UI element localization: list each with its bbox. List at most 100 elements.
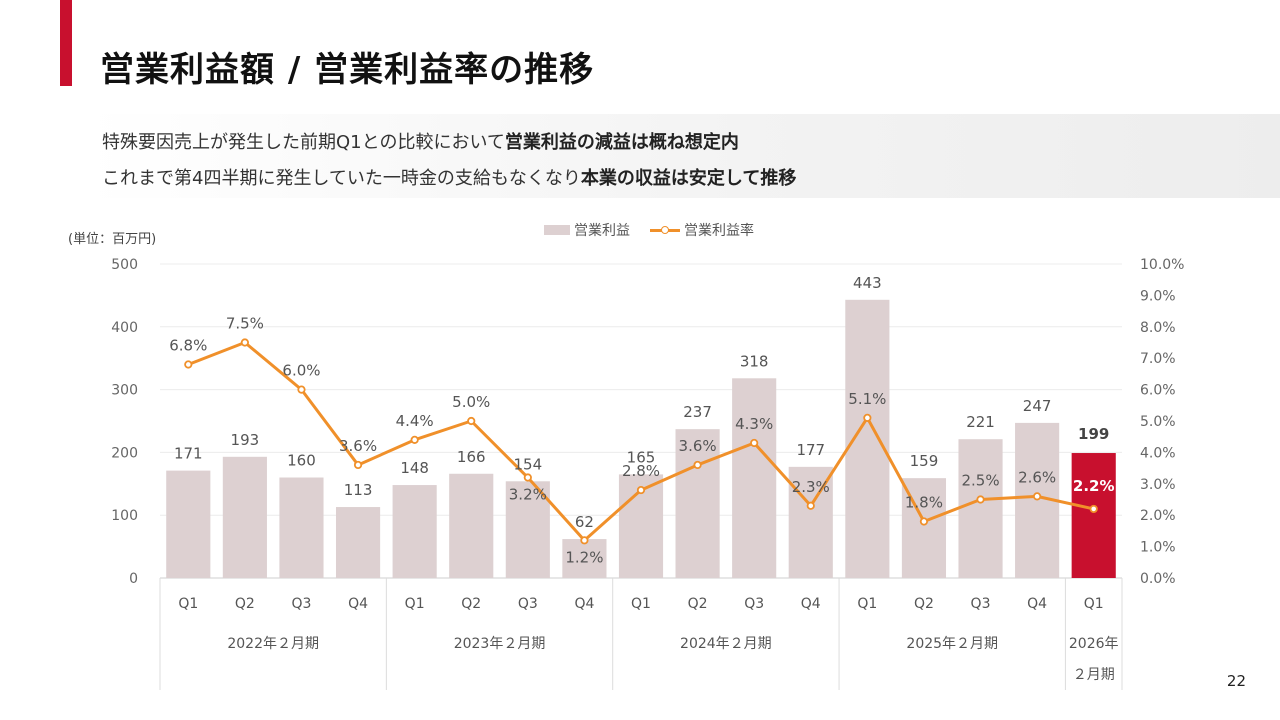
bar: [166, 470, 211, 578]
summary-line-1-bold: 営業利益の減益は概ね想定内: [504, 132, 739, 153]
y-right-tick-label: 10.0%: [1140, 257, 1184, 273]
x-group-label: 2026年: [1069, 636, 1119, 652]
y-left-tick-label: 300: [111, 383, 138, 399]
bar-value-label: 199: [1078, 425, 1109, 443]
y-left-tick-label: 100: [111, 508, 138, 524]
line-value-label: 3.6%: [679, 437, 717, 455]
line-point: [410, 435, 419, 444]
line-point: [523, 473, 532, 482]
summary-line-2: これまで第4四半期に発生していた一時金の支給もなくなり本業の収益は安定して推移: [102, 164, 796, 190]
unit-label: (単位：百万円): [68, 232, 157, 247]
line-value-label: 2.2%: [1073, 477, 1115, 495]
bar: [845, 299, 890, 578]
line-value-label: 1.8%: [905, 493, 943, 511]
x-category-label: Q3: [971, 596, 991, 612]
title-accent-bar: [60, 0, 72, 86]
line-point: [184, 360, 193, 369]
x-category-label: Q2: [235, 596, 255, 612]
line-value-label: 6.0%: [282, 362, 320, 380]
y-left-tick-label: 500: [111, 257, 138, 273]
x-category-label: Q1: [857, 596, 877, 612]
line-value-label: 5.0%: [452, 393, 490, 411]
legend-bar-swatch: [544, 225, 570, 235]
y-right-tick-label: 5.0%: [1140, 414, 1176, 430]
bar-value-label: 159: [910, 452, 939, 470]
x-category-label: Q2: [688, 596, 708, 612]
bar: [675, 429, 720, 578]
y-right-tick-label: 0.0%: [1140, 571, 1176, 587]
bar: [449, 473, 494, 578]
line-point: [1089, 504, 1098, 514]
bar-value-label: 247: [1023, 397, 1052, 415]
x-category-label: Q3: [744, 596, 764, 612]
bar: [562, 539, 607, 578]
y-right-tick-label: 1.0%: [1140, 540, 1176, 556]
line-point: [353, 460, 363, 470]
y-left-tick-label: 400: [111, 320, 138, 336]
bar: [335, 507, 381, 578]
line-value-label: 4.4%: [396, 412, 434, 430]
line-value-label: 5.1%: [848, 390, 886, 408]
line-value-label: 2.3%: [792, 478, 830, 496]
x-category-label: Q2: [914, 596, 934, 612]
line-value-label: 4.3%: [735, 415, 773, 433]
y-right-tick-label: 2.0%: [1140, 508, 1176, 524]
x-category-label: Q1: [631, 596, 651, 612]
bar-value-label: 148: [400, 459, 429, 477]
bar-value-label: 113: [344, 481, 373, 499]
bar-value-label: 171: [174, 445, 203, 463]
x-group-label: 2024年２月期: [680, 636, 772, 652]
line-point: [636, 485, 646, 495]
line-point: [976, 495, 985, 504]
x-category-label: Q1: [178, 596, 198, 612]
page-number: 22: [1226, 672, 1246, 690]
bar-value-label: 193: [231, 431, 260, 449]
x-category-label: Q4: [801, 596, 821, 612]
bar: [279, 477, 324, 578]
y-right-tick-label: 9.0%: [1140, 288, 1176, 304]
line-value-label: 1.2%: [565, 548, 603, 566]
line-value-label: 2.6%: [1018, 468, 1056, 486]
summary-line-2-bold: 本業の収益は安定して推移: [580, 168, 797, 189]
line-point: [750, 438, 759, 448]
bar-value-label: 166: [457, 448, 486, 466]
line-value-label: 3.6%: [339, 437, 377, 455]
bar-value-label: 443: [853, 274, 882, 292]
legend-bar-label: 営業利益: [574, 223, 630, 239]
bar-value-label: 154: [514, 455, 543, 473]
line-point: [693, 460, 702, 470]
line-point: [863, 413, 872, 422]
y-right-tick-label: 4.0%: [1140, 445, 1176, 461]
chart-legend: 営業利益 営業利益率: [544, 220, 754, 240]
x-category-label: Q4: [574, 596, 594, 612]
x-group-label: ２月期: [1073, 667, 1115, 683]
line-value-label: 3.2%: [509, 486, 547, 504]
y-right-tick-label: 3.0%: [1140, 477, 1176, 493]
y-right-tick-label: 6.0%: [1140, 383, 1176, 399]
bar-value-label: 237: [683, 403, 712, 421]
x-category-label: Q2: [461, 596, 481, 612]
line-point: [919, 517, 929, 526]
y-right-tick-label: 7.0%: [1140, 351, 1176, 367]
line-point: [1033, 492, 1042, 501]
bar: [505, 481, 550, 578]
line-point: [467, 416, 476, 426]
bar-value-label: 165: [627, 448, 656, 466]
bar: [392, 485, 437, 578]
bar-value-label: 318: [740, 352, 769, 370]
bar: [732, 378, 777, 578]
line-value-label: 6.8%: [169, 336, 207, 354]
line-point: [240, 338, 249, 347]
bar-value-label: 221: [966, 413, 995, 431]
bar: [1071, 453, 1116, 578]
bar-value-label: 160: [287, 452, 316, 470]
bar: [958, 439, 1003, 578]
bar-value-label: 62: [575, 513, 594, 531]
line-value-label: 2.8%: [622, 462, 660, 480]
line-point: [580, 536, 589, 545]
summary-line-1: 特殊要因売上が発生した前期Q1との比較において営業利益の減益は概ね想定内: [102, 128, 739, 154]
x-category-label: Q1: [405, 596, 425, 612]
page-title: 営業利益額 / 営業利益率の推移: [100, 50, 595, 90]
x-category-label: Q4: [1027, 596, 1047, 612]
